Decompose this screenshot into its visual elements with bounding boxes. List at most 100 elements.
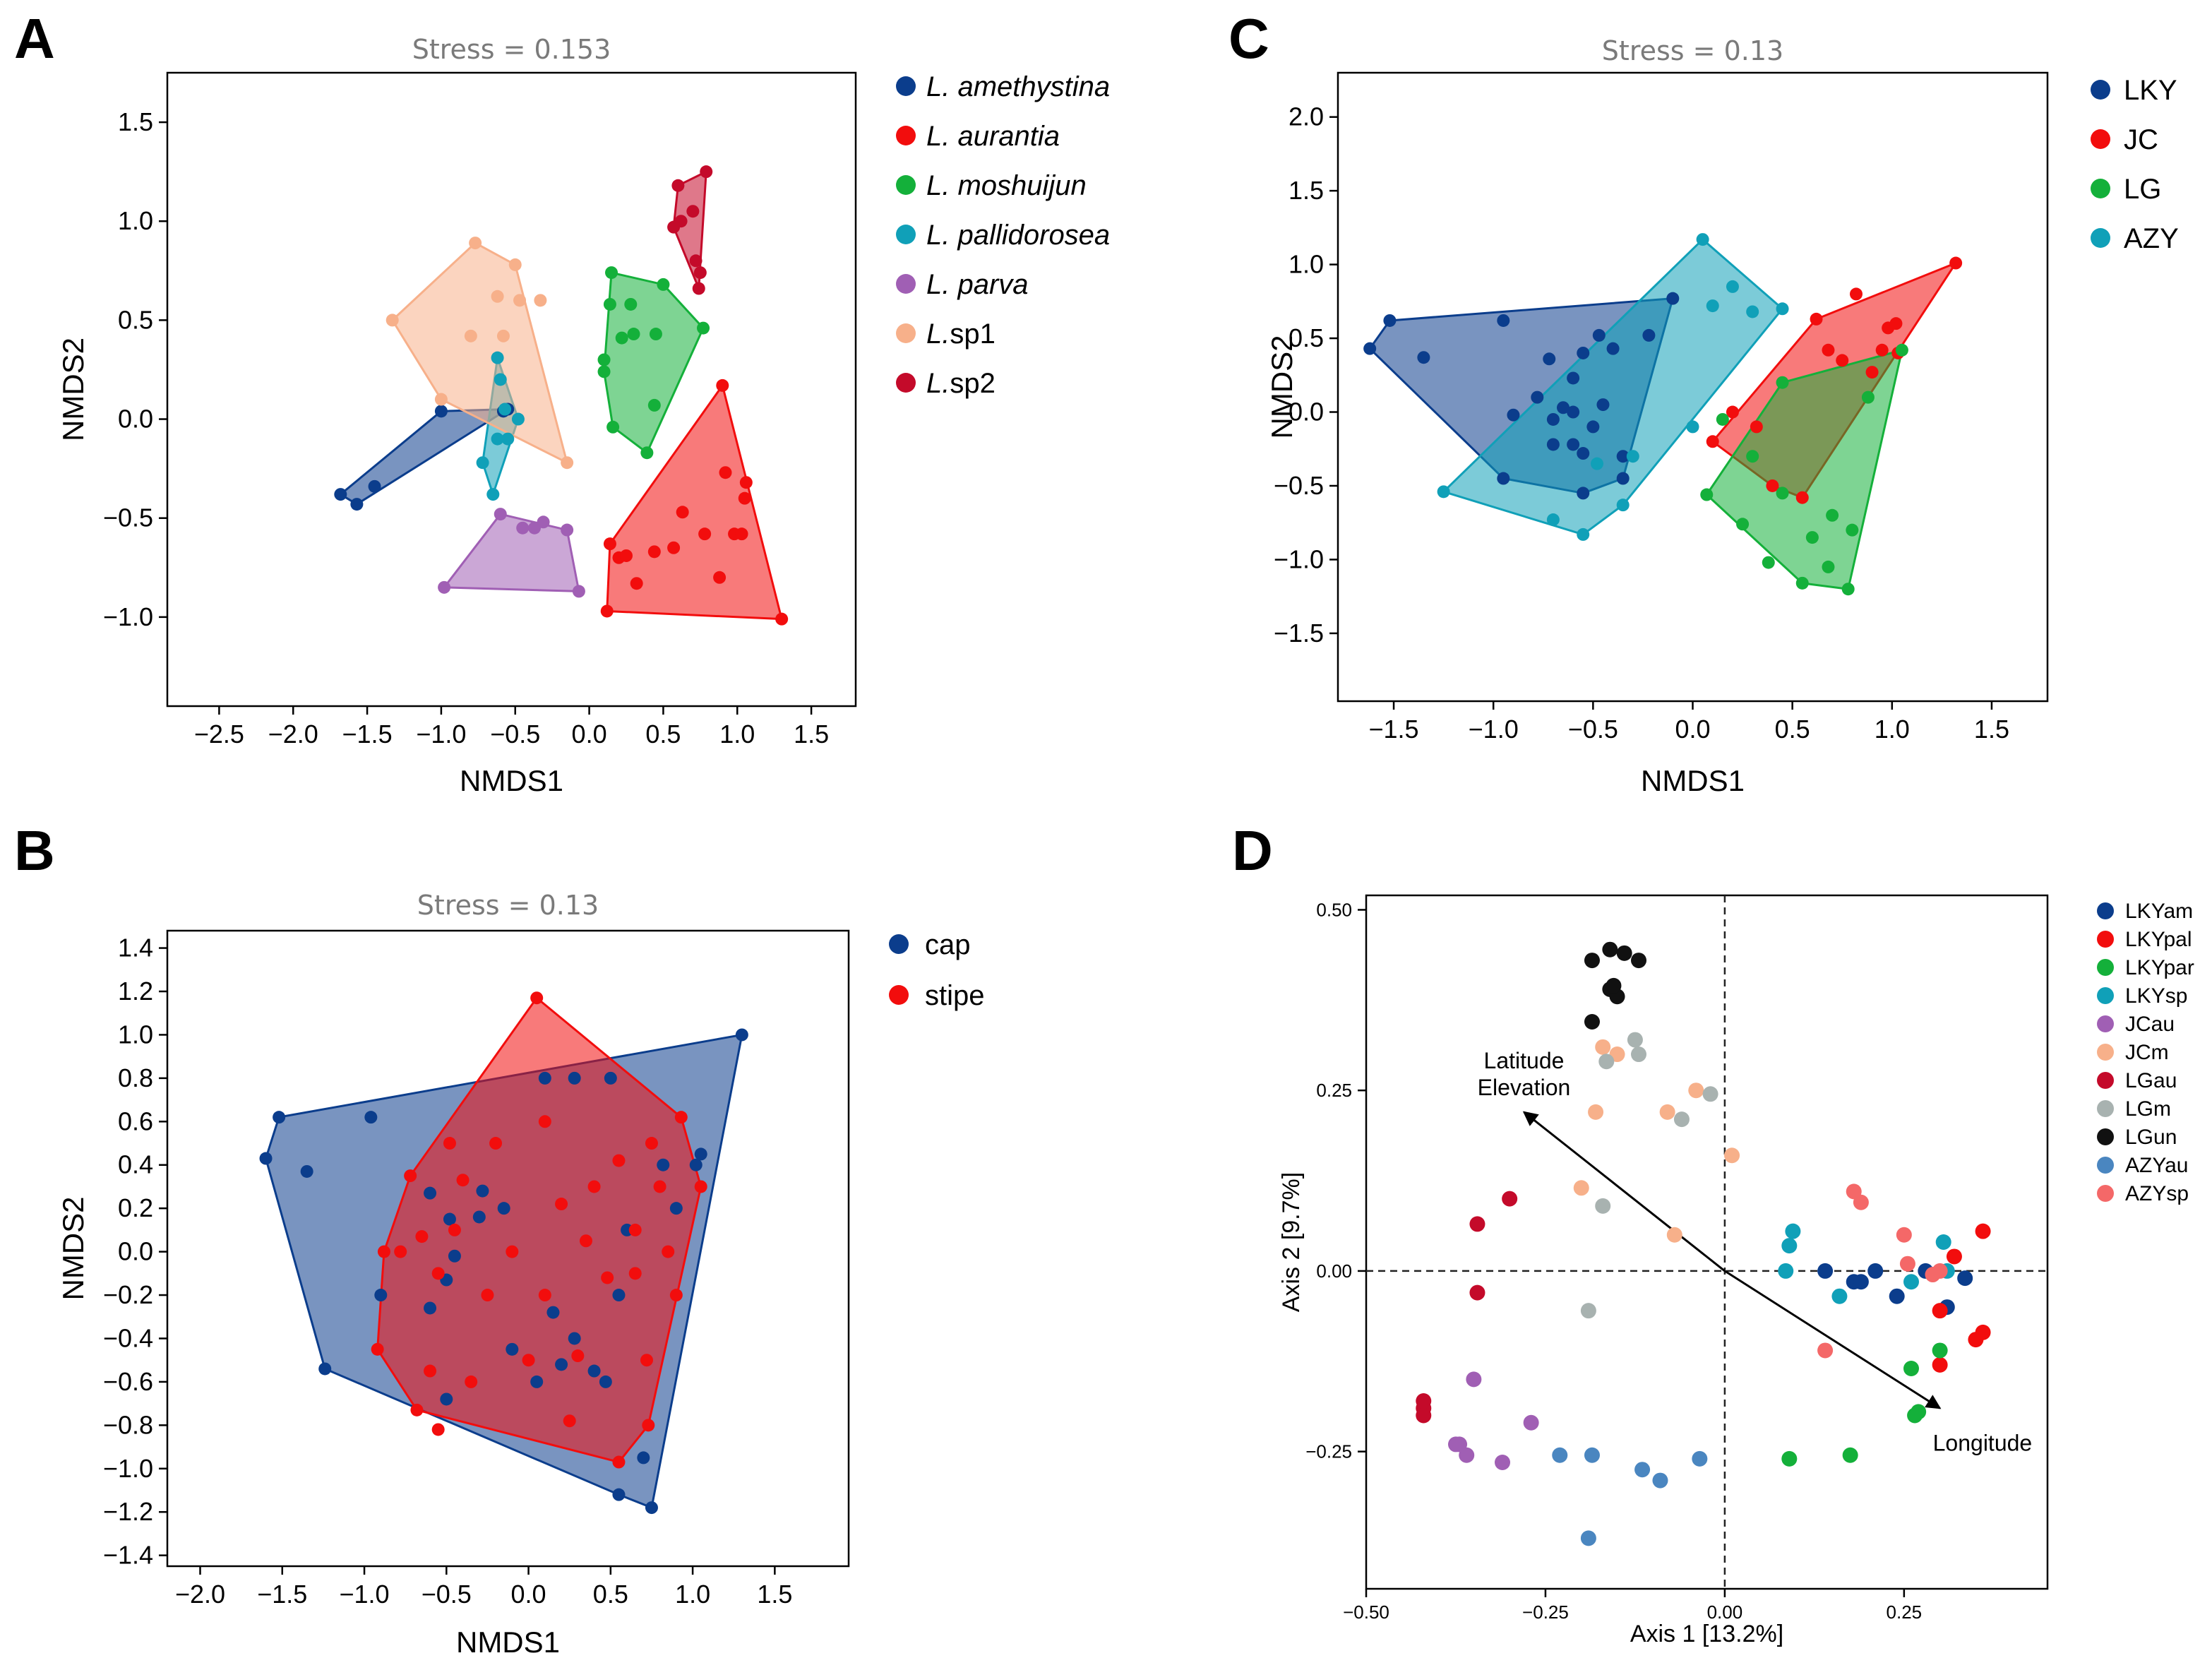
data-point xyxy=(1634,1462,1651,1478)
data-point xyxy=(443,1137,456,1150)
y-tick-label: 0.8 xyxy=(118,1063,153,1092)
data-point xyxy=(1627,1032,1643,1048)
data-point xyxy=(624,297,638,311)
x-tick-label: 1.0 xyxy=(719,720,755,748)
x-axis-label: NMDS1 xyxy=(1641,764,1745,797)
y-axis-label: NMDS2 xyxy=(1265,335,1298,439)
data-point xyxy=(1495,1454,1510,1470)
data-point xyxy=(1776,376,1789,389)
data-point xyxy=(612,1455,626,1469)
data-point xyxy=(438,580,451,594)
legend-label: L. aurantia xyxy=(926,121,1060,152)
data-point xyxy=(1363,342,1377,355)
data-point xyxy=(1659,1104,1675,1120)
data-point xyxy=(1437,485,1450,499)
data-point xyxy=(676,506,689,519)
y-tick-label: 1.4 xyxy=(118,934,153,962)
data-point xyxy=(476,1184,489,1198)
legend-label: JCm xyxy=(2125,1041,2169,1064)
data-point xyxy=(1546,412,1560,426)
data-point xyxy=(1631,1046,1646,1063)
legend-label: LGun xyxy=(2125,1126,2177,1149)
y-axis-label: Axis 2 [9.7%] xyxy=(1278,1172,1305,1312)
data-point xyxy=(1822,343,1835,357)
data-point xyxy=(645,1137,658,1150)
data-point xyxy=(571,1349,585,1363)
data-point xyxy=(1826,508,1839,522)
data-point xyxy=(385,314,399,327)
panel-a: A Stress = 0.153 −2.5 −2.0 −1.5 −1.0 −0.5 0.0 0.… xyxy=(14,7,1110,797)
data-point xyxy=(640,1354,653,1367)
legend-marker xyxy=(2091,228,2110,248)
data-point xyxy=(1580,1303,1596,1319)
data-point xyxy=(1889,1288,1905,1304)
data-point xyxy=(719,466,732,479)
data-point xyxy=(563,1414,576,1428)
data-point xyxy=(599,1375,612,1388)
panel-letter: A xyxy=(14,7,55,70)
data-point xyxy=(1817,1342,1834,1359)
y-tick-label: 0.6 xyxy=(118,1107,153,1135)
data-point xyxy=(1626,450,1639,463)
y-tick-label: −0.5 xyxy=(1274,471,1324,500)
legend-marker xyxy=(896,323,916,343)
y-tick-label: −1.0 xyxy=(1274,544,1324,573)
data-point xyxy=(1932,1263,1948,1279)
x-tick-label: 0.25 xyxy=(1887,1602,1923,1623)
data-point xyxy=(603,297,616,311)
y-tick-label: 1.2 xyxy=(118,977,153,1006)
data-point xyxy=(1502,1191,1518,1207)
y-tick-label: −1.5 xyxy=(1274,619,1324,648)
data-point xyxy=(662,1245,675,1258)
data-point xyxy=(1726,405,1739,419)
y-tick-label: 0.2 xyxy=(118,1193,153,1222)
data-point xyxy=(1666,292,1680,305)
data-point xyxy=(1776,487,1789,500)
data-point xyxy=(469,237,482,250)
legend-label: L. parva xyxy=(926,269,1029,300)
panel-b: B Stress = 0.13 −2.0 −1.5 −1.0 −0.5 0.0 0.5 1.0 1… xyxy=(14,819,985,1659)
y-tick-label: −0.6 xyxy=(103,1367,153,1396)
x-tick-label: −2.0 xyxy=(175,1580,225,1609)
data-point xyxy=(1606,977,1622,994)
data-point xyxy=(1946,1248,1962,1265)
data-point xyxy=(669,1202,683,1215)
data-point xyxy=(606,420,620,434)
data-point xyxy=(1702,1086,1718,1102)
data-point xyxy=(1949,256,1963,270)
vector-label: Latitude xyxy=(1484,1048,1565,1073)
data-point xyxy=(1706,299,1719,313)
data-point xyxy=(1469,1216,1485,1232)
data-point xyxy=(561,523,574,537)
data-point xyxy=(1590,457,1603,470)
legend-label: L.sp2 xyxy=(926,368,996,399)
data-point xyxy=(716,378,729,392)
plot-frame xyxy=(166,71,857,708)
legend-genus: L. xyxy=(926,269,950,300)
data-point xyxy=(555,1358,568,1371)
x-tick-label: 0.0 xyxy=(572,720,607,748)
data-point xyxy=(1865,366,1879,379)
data-point xyxy=(1573,1180,1589,1196)
data-point xyxy=(1642,328,1656,342)
data-point xyxy=(1616,945,1632,961)
data-point xyxy=(530,991,544,1005)
data-point xyxy=(1706,435,1719,448)
data-point xyxy=(642,1419,655,1432)
y-tick-label: 0.5 xyxy=(1289,323,1324,352)
legend-genus: L. xyxy=(926,170,950,201)
y-tick-label: 0.0 xyxy=(1289,398,1324,427)
data-point xyxy=(612,1289,626,1302)
legend-genus: L. xyxy=(926,220,950,251)
data-point xyxy=(530,1375,544,1388)
x-tick-label: −1.0 xyxy=(416,720,466,748)
data-point xyxy=(443,1212,456,1226)
data-point xyxy=(674,1111,688,1124)
data-point xyxy=(1497,314,1510,327)
data-point xyxy=(1861,390,1875,404)
x-tick-label: 0.00 xyxy=(1707,1602,1743,1623)
data-point xyxy=(424,1301,437,1315)
data-point xyxy=(538,1071,551,1085)
legend-label: LKYpar xyxy=(2125,956,2194,979)
hull-stipe xyxy=(376,996,703,1464)
